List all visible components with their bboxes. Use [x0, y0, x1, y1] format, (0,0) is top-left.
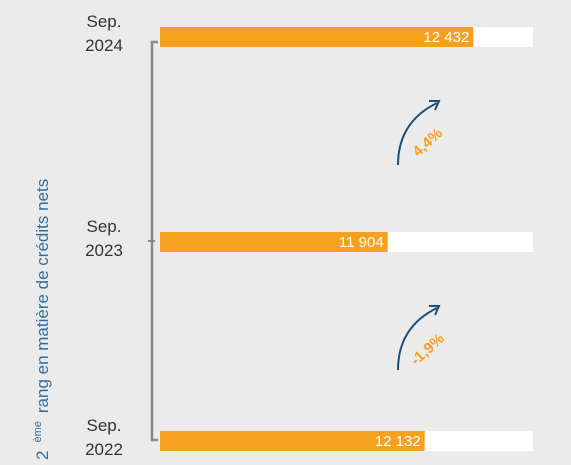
- bar: [160, 232, 388, 252]
- category-label: Sep. 2024: [85, 12, 123, 55]
- rank-text: rang en matière de crédits nets: [33, 179, 52, 413]
- category-line: Sep.: [87, 416, 122, 435]
- value-label: 12 132: [375, 433, 421, 450]
- value-label: 12 432: [423, 29, 469, 46]
- rank: 2: [33, 451, 52, 460]
- arrow: [397, 102, 438, 166]
- category-line: 2024: [85, 36, 123, 55]
- category-line: 2022: [85, 440, 123, 459]
- category-line: 2023: [85, 241, 123, 260]
- category-label: Sep. 2023: [85, 217, 123, 260]
- category-label: Sep. 2022: [85, 416, 123, 459]
- category-line: Sep.: [87, 12, 122, 31]
- arrow: [397, 307, 438, 371]
- category-line: Sep.: [87, 217, 122, 236]
- arrow-head: [429, 305, 441, 316]
- bar: [160, 431, 425, 451]
- value-label: 11 904: [339, 234, 384, 251]
- arrow-head: [429, 100, 441, 111]
- rank-suffix: ème: [32, 421, 44, 442]
- y-axis-label: 2 ème rang en matière de crédits nets: [32, 179, 53, 460]
- bar: [160, 27, 474, 47]
